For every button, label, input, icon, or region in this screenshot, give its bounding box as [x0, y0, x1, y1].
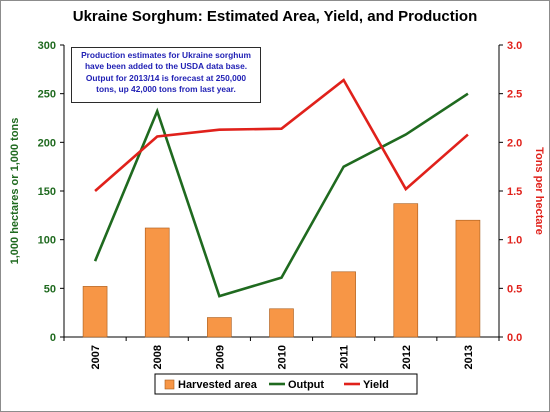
- harvested-area-bar: [269, 308, 294, 338]
- harvested-area-bar: [331, 271, 356, 338]
- harvested-area-bar: [144, 227, 170, 338]
- left-tick-label: 200: [38, 137, 56, 149]
- legend-label-output: Output: [288, 379, 324, 391]
- annotation-line: tons, up 42,000 tons from last year.: [96, 84, 236, 95]
- x-tick-label: 2008: [152, 345, 164, 369]
- legend-label-harvested-area: Harvested area: [178, 379, 258, 391]
- annotation-box: Production estimates for Ukraine sorghum…: [71, 47, 261, 103]
- right-tick-label: 1.0: [507, 235, 522, 247]
- output-line: [93, 92, 469, 298]
- legend-label-yield: Yield: [363, 379, 389, 391]
- x-tick-label: 2010: [277, 345, 289, 369]
- x-tick-label: 2009: [214, 345, 226, 369]
- harvested-area-bar: [393, 203, 419, 338]
- yield-line: [94, 78, 469, 192]
- right-tick-label: 1.5: [507, 186, 522, 198]
- left-tick-label: 300: [38, 40, 56, 52]
- right-tick-label: 0.0: [507, 332, 522, 344]
- harvested-area-bar: [455, 219, 481, 338]
- harvested-area-bar: [82, 286, 108, 338]
- left-tick-label: 0: [50, 332, 56, 344]
- y-axis-title: 1,000 hectares or 1,000 tons: [9, 118, 21, 265]
- y2-axis-title: Tons per hectare: [533, 147, 545, 235]
- legend-swatch-harvested-area: [164, 379, 175, 390]
- annotation-line: Output for 2013/14 is forecast at 250,00…: [85, 72, 247, 83]
- x-tick-label: 2012: [401, 345, 413, 369]
- left-tick-label: 50: [44, 283, 56, 295]
- x-tick-label: 2007: [90, 345, 102, 369]
- right-tick-label: 2.5: [507, 89, 522, 101]
- right-tick-label: 2.0: [507, 137, 522, 149]
- annotation-line: Production estimates for Ukraine sorghum: [81, 50, 251, 60]
- x-tick-label: 2011: [339, 345, 351, 369]
- left-tick-label: 250: [38, 89, 56, 101]
- right-tick-label: 3.0: [507, 40, 522, 52]
- annotation-line: have been added to the USDA data base.: [84, 61, 248, 72]
- right-tick-label: 0.5: [507, 283, 522, 295]
- legend-box: [154, 373, 418, 395]
- x-tick-label: 2013: [463, 345, 475, 369]
- chart-title: Ukraine Sorghum: Estimated Area, Yield, …: [72, 8, 478, 25]
- left-tick-label: 150: [38, 186, 56, 198]
- harvested-area-bar: [207, 317, 232, 338]
- left-tick-label: 100: [38, 235, 56, 247]
